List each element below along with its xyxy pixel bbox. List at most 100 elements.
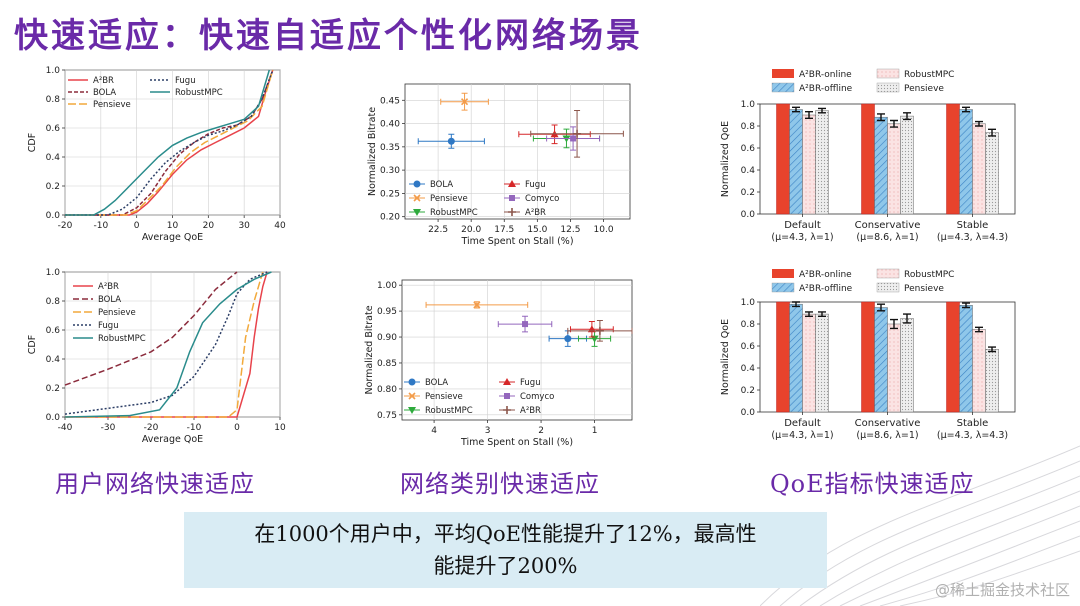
category-label: Conservative: [855, 220, 921, 231]
legend-label: RobustMPC: [425, 406, 473, 416]
legend-label: A²BR: [93, 76, 114, 86]
legend-label: BOLA: [430, 180, 453, 190]
legend-label: BOLA: [425, 378, 448, 388]
y-tick-label: 0.90: [377, 333, 397, 343]
cdf-line-A²BR: [65, 69, 274, 216]
y-tick-label: 0.6: [741, 342, 756, 352]
y-tick-label: 1.0: [46, 268, 61, 278]
legend-label: Comyco: [520, 392, 554, 402]
x-tick-label: 0: [134, 221, 140, 231]
y-tick-label: 0.20: [380, 213, 400, 223]
watermark: @稀土掘金技术社区: [934, 581, 1070, 599]
legend-marker: [413, 209, 421, 216]
plot-area: [404, 83, 631, 220]
y-tick-label: 0.35: [380, 143, 400, 153]
legend-swatch: [771, 82, 795, 93]
cdf-line-RobustMPC: [64, 271, 272, 418]
x-axis-label: Time Spent on Stall (%): [460, 437, 573, 448]
legend-label: A²BR: [98, 282, 119, 292]
legend-label: A²BR: [520, 406, 541, 416]
legend-label: RobustMPC: [904, 270, 954, 280]
legend-label: Fugu: [520, 378, 541, 388]
cdf-line-RobustMPC: [65, 69, 271, 216]
x-tick-label: 30: [238, 221, 250, 231]
error-bar: [792, 301, 800, 308]
bar-RobustMPC: [802, 313, 816, 413]
legend-swatch: [876, 268, 900, 279]
bar-A²BR-offline: [789, 303, 803, 413]
bar-A²BR-online: [861, 301, 875, 413]
x-tick-label: 20: [203, 221, 215, 231]
y-tick-label: 0.2: [46, 384, 60, 394]
category-sublabel: (μ=4.3, λ=1): [771, 430, 833, 441]
bar-Pensieve: [900, 318, 914, 413]
legend-label: Pensieve: [430, 194, 468, 204]
legend-swatch: [772, 69, 794, 78]
legend-label: Pensieve: [93, 100, 131, 110]
y-tick-label: 0.80: [377, 385, 397, 395]
legend-label: Fugu: [98, 321, 119, 331]
y-tick-label: 0.4: [46, 153, 61, 163]
category-label: Stable: [957, 418, 989, 429]
legend-swatch: [876, 282, 900, 293]
x-tick-label: -10: [93, 221, 108, 231]
plot-area: [401, 279, 633, 421]
error-bar: [877, 303, 885, 312]
legend-label: RobustMPC: [904, 70, 954, 80]
y-axis-label: Normalized QoE: [720, 121, 731, 197]
y-axis-label: Normalized Bitrate: [364, 305, 375, 394]
error-bar: [890, 119, 898, 128]
y-tick-label: 0.2: [741, 188, 755, 198]
error-bar: [962, 106, 970, 113]
y-axis-label: CDF: [27, 133, 38, 152]
error-bar: [877, 113, 885, 122]
x-tick-label: 10: [167, 221, 179, 231]
y-tick-label: 0.4: [46, 355, 61, 365]
y-tick-label: 0.45: [380, 96, 400, 106]
legend-marker: [413, 194, 421, 202]
y-axis-label: CDF: [27, 335, 38, 354]
bar-RobustMPC: [887, 123, 901, 215]
x-tick-label: 22.5: [428, 225, 448, 235]
y-tick-label: 0.8: [741, 122, 756, 132]
x-tick-label: -30: [101, 423, 116, 433]
cdf-line-A²BR: [65, 271, 268, 418]
cdf-line-Pensieve: [65, 271, 264, 418]
x-tick-label: 10.0: [594, 225, 614, 235]
y-tick-label: 0.6: [741, 144, 756, 154]
y-tick-label: 0.8: [46, 297, 61, 307]
bar-A²BR-online: [776, 301, 790, 413]
legend-label: A²BR-online: [799, 70, 852, 80]
error-bar: [818, 311, 826, 317]
y-tick-label: 0.25: [380, 189, 400, 199]
point-Pensieve: [473, 301, 481, 309]
legend-marker: [508, 180, 516, 187]
y-tick-label: 0.30: [380, 166, 400, 176]
cdf-line-Pensieve: [65, 69, 274, 216]
error-bar: [805, 311, 813, 317]
error-bar: [962, 302, 970, 309]
x-tick-label: 12.5: [560, 225, 580, 235]
y-tick-label: 0.6: [46, 124, 61, 134]
x-tick-label: 20.0: [461, 225, 481, 235]
bar-A²BR-online: [946, 103, 960, 215]
summary-callout: 在1000个用户中，平均QoE性能提升了12%，最高性 能提升了200%: [184, 512, 827, 588]
caption-network-class: 网络类别快速适应: [400, 470, 600, 498]
legend-label: Pensieve: [425, 392, 463, 402]
category-label: Stable: [957, 220, 989, 231]
point-A²BR: [573, 129, 582, 138]
bar-RobustMPC: [887, 323, 901, 413]
category-sublabel: (μ=4.3, λ=4.3): [937, 232, 1008, 243]
bar-RobustMPC: [802, 114, 816, 215]
y-tick-label: 0.8: [46, 95, 61, 105]
y-tick-label: 0.0: [46, 413, 61, 423]
y-tick-label: 0.8: [741, 320, 756, 330]
x-tick-label: 15.0: [527, 225, 547, 235]
legend-label: A²BR-offline: [799, 84, 853, 94]
legend-marker: [509, 195, 515, 201]
legend-label: Pensieve: [98, 308, 136, 318]
category-label: Default: [784, 418, 821, 429]
error-bar: [903, 112, 911, 121]
